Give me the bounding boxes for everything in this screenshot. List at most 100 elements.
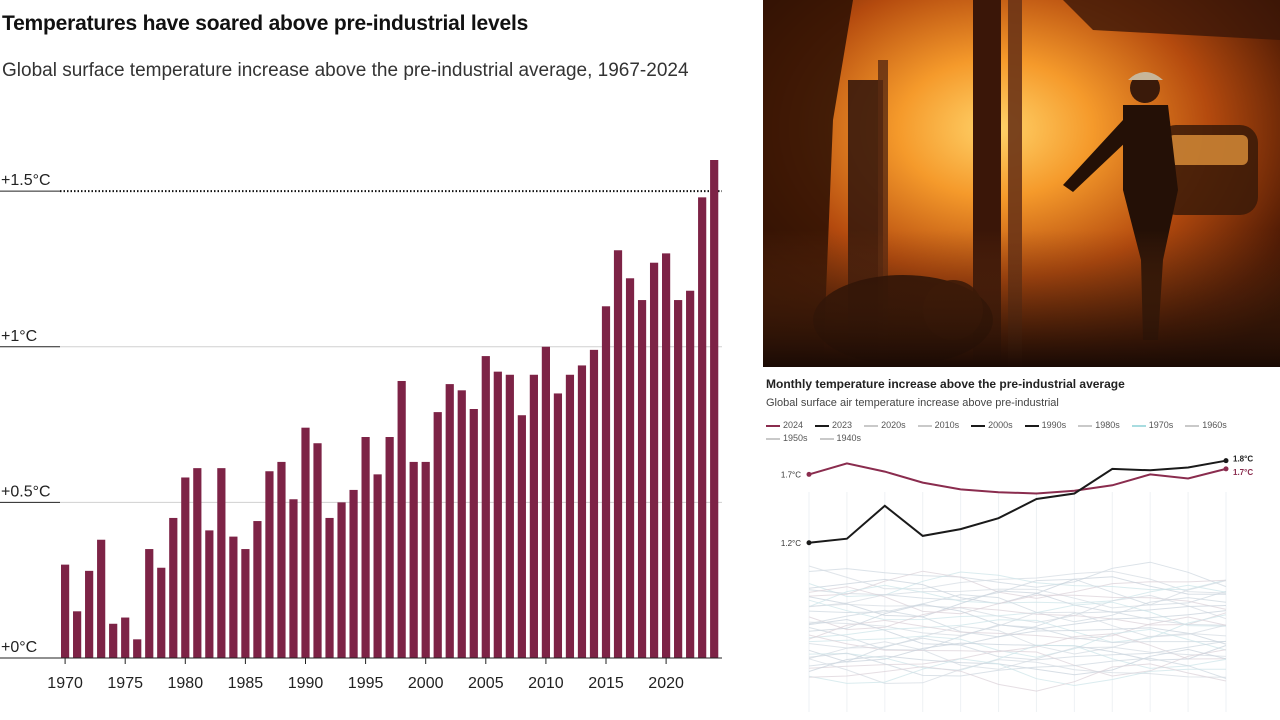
y-tick-label: +1.5°C	[1, 172, 51, 189]
legend-label: 2023	[832, 420, 853, 430]
bar-1990	[301, 427, 310, 658]
background-year-line	[808, 658, 1226, 687]
bar-1978	[157, 567, 166, 658]
legend-label: 2000s	[988, 420, 1013, 430]
legend-swatch	[917, 424, 932, 427]
legend-swatch	[766, 437, 780, 440]
bar-2008	[517, 415, 526, 658]
background-year-line	[808, 625, 1227, 655]
bar-1972	[85, 570, 94, 658]
legend-item: 2010s	[917, 419, 959, 432]
background-year-line	[808, 594, 1227, 623]
bar-2010	[541, 346, 550, 658]
bar-2007	[505, 374, 514, 658]
background-year-line	[808, 618, 1227, 646]
bar-2019	[649, 262, 659, 658]
x-tick-label: 1980	[168, 675, 204, 692]
background-year-line	[808, 611, 1227, 638]
legend-label: 1970s	[1148, 420, 1174, 430]
bar-2015	[601, 306, 611, 658]
x-tick-label: 2010	[528, 675, 564, 692]
wildfire-photo	[763, 0, 1280, 367]
bar-chart-panel: Temperatures have soared above pre-indus…	[0, 12, 722, 692]
bar-1984	[229, 536, 238, 658]
bar-1999	[409, 461, 418, 658]
bar-2018	[637, 300, 647, 658]
start-label: 1.2°C	[781, 539, 801, 548]
bar-2017	[625, 278, 635, 658]
background-year-line	[808, 576, 1227, 605]
bar-1977	[145, 549, 154, 658]
legend-item: 2020s	[864, 419, 906, 432]
legend-swatch	[1185, 424, 1200, 427]
background-year-line	[808, 648, 1227, 676]
legend-item: 2023	[815, 419, 852, 432]
legend-swatch	[766, 424, 780, 427]
legend-item: 1970s	[1131, 419, 1174, 432]
bar-2013	[577, 365, 587, 658]
bar-2014	[589, 349, 599, 658]
legend-swatch	[819, 437, 834, 440]
legend-swatch	[815, 424, 830, 427]
x-tick-label: 1985	[228, 675, 264, 692]
legend-swatch	[1078, 424, 1093, 427]
line-chart-legend: 2024 2023 2020s 2010s 2000s 1990s 1980s 1970s 19…	[766, 419, 1271, 445]
legend-item: 1960s	[1185, 419, 1227, 432]
legend-label: 1980s	[1095, 420, 1120, 430]
legend-label: 1940s	[836, 433, 862, 443]
bar-chart-svg: +0°C +0.5°C +1°C +1.5°C 1970 1975 1980 1985 1990…	[0, 160, 722, 692]
series-start-point-2023	[806, 540, 812, 546]
bar-2003	[457, 390, 466, 658]
x-tick-label: 2005	[468, 675, 504, 692]
background-year-line	[808, 578, 1227, 606]
background-year-line	[808, 580, 1227, 609]
bar-1995	[361, 437, 370, 658]
bar-2004	[469, 409, 478, 658]
background-year-line	[808, 642, 1227, 663]
bar-2020	[662, 253, 671, 659]
legend-label: 1950s	[783, 433, 808, 443]
bar-1976	[133, 639, 142, 658]
background-year-line	[808, 624, 1227, 651]
legend-label: 2024	[783, 420, 804, 430]
bar-2024	[710, 160, 719, 658]
bar-1988	[277, 461, 286, 658]
bar-1987	[265, 471, 274, 658]
series-line-2024	[808, 462, 1227, 495]
legend-label: 1990s	[1041, 420, 1067, 430]
background-year-line	[808, 663, 1227, 692]
bar-1997	[385, 437, 394, 658]
bar-1991	[313, 443, 322, 658]
bar-2016	[613, 250, 623, 658]
bar-2023	[698, 197, 707, 658]
bar-2009	[529, 374, 538, 658]
bar-1981	[193, 468, 202, 658]
legend-item: 2024	[766, 419, 803, 432]
bar-1970	[61, 564, 70, 659]
background-year-line	[808, 606, 1227, 631]
line-chart-panel: Monthly temperature increase above the p…	[763, 367, 1280, 720]
end-label: 1.7°C	[1233, 468, 1253, 477]
bar-2000	[421, 461, 430, 658]
background-year-line	[808, 603, 1227, 632]
chart-subtitle: Global surface temperature increase abov…	[2, 60, 689, 81]
background-year-line	[808, 641, 1227, 670]
series-end-point-2024	[1223, 466, 1229, 472]
bar-1979	[169, 517, 178, 658]
y-tick-label: +1°C	[1, 328, 37, 345]
bar-1974	[109, 623, 118, 658]
legend-label: 2020s	[881, 420, 906, 430]
bar-1980	[181, 477, 190, 658]
background-year-line	[808, 658, 1227, 684]
series-line-2023	[808, 459, 1227, 544]
bar-2002	[445, 384, 454, 658]
legend-swatch	[864, 424, 879, 427]
background-year-line	[808, 584, 1227, 608]
chart-title: Temperatures have soared above pre-indus…	[2, 12, 529, 35]
y-tick-label: +0.5°C	[1, 483, 51, 500]
background-year-line	[808, 570, 1227, 599]
x-tick-label: 2020	[648, 675, 684, 692]
legend-swatch	[971, 424, 986, 427]
x-tick-label: 2000	[408, 675, 444, 692]
bar-1998	[397, 380, 406, 658]
